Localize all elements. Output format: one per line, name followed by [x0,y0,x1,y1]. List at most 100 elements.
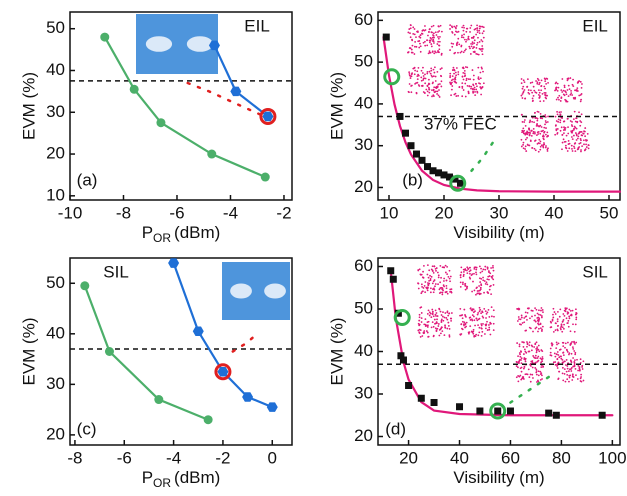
constellation-dot [547,82,549,84]
constellation-dot [576,313,578,315]
constellation-dot [580,138,582,140]
constellation-dot [466,78,468,80]
constellation-dot [544,114,546,116]
constellation-dot [580,374,582,376]
constellation-dot [418,85,420,87]
constellation-dot [423,75,425,77]
constellation-dot [522,127,524,129]
constellation-dot [580,142,582,144]
constellation-dot [518,308,520,310]
constellation-dot [428,321,430,323]
constellation-dot [556,99,558,101]
constellation-dot [561,134,563,136]
constellation-dot [408,91,410,93]
constellation-dot [470,43,472,45]
constellation-dot [578,111,580,113]
constellation-dot [561,331,563,333]
constellation-dot [469,273,471,275]
constellation-dot [534,315,536,317]
constellation-dot [543,100,545,102]
x-tick-label: -8 [67,448,82,467]
constellation-dot [568,140,570,142]
constellation-dot [432,312,434,314]
constellation-dot [454,34,456,36]
constellation-dot [557,318,559,320]
constellation-dot [535,355,537,357]
constellation-dot [576,87,578,89]
constellation-dot [489,322,491,324]
constellation-dot [530,327,532,329]
y-tick-label: 50 [46,273,65,292]
constellation-dot [573,135,575,137]
constellation-dot [433,289,435,291]
marker [397,113,404,120]
constellation-dot [472,83,474,85]
constellation-dot [433,90,435,92]
constellation-dot [437,36,439,38]
constellation-dot [581,366,583,368]
constellation-dot [478,82,480,84]
constellation-dot [411,85,413,87]
constellation-dot [566,378,568,380]
constellation-dot [436,312,438,314]
marker [80,281,89,290]
constellation-dot [576,139,578,141]
annotation: 37% FEC [424,114,497,133]
marker [267,402,278,412]
constellation-dot [439,265,441,267]
constellation-dot [438,89,440,91]
constellation-dot [432,265,434,267]
constellation-dot [562,345,564,347]
constellation-dot [537,118,539,120]
constellation-dot [426,73,428,75]
constellation-dot [478,285,480,287]
constellation-dot [567,133,569,135]
constellation-dot [556,111,558,113]
constellation-dot [545,122,547,124]
constellation-dot [426,286,428,288]
constellation-dot [571,361,573,363]
constellation-dot [541,85,543,87]
constellation-dot [420,77,422,79]
constellation-dot [572,310,574,312]
constellation-dot [569,377,571,379]
constellation-dot [536,370,538,372]
x-tick-label: 100 [598,448,626,467]
constellation-dot [476,286,478,288]
constellation-dot [521,315,523,317]
constellation-dot [465,48,467,50]
constellation-dot [475,294,477,296]
constellation-dot [571,341,573,343]
constellation-dot [477,290,479,292]
constellation-dot [484,333,486,335]
constellation-dot [424,318,426,320]
constellation-dot [565,342,567,344]
constellation-dot [432,37,434,39]
constellation-dot [482,279,484,281]
constellation-dot [516,376,518,378]
constellation-dot [542,311,544,313]
constellation-dot [542,356,544,358]
constellation-dot [543,142,545,144]
constellation-dot [468,92,470,94]
constellation-dot [485,317,487,319]
constellation-dot [529,121,531,123]
constellation-dot [520,379,522,381]
constellation-dot [490,334,492,336]
constellation-dot [440,86,442,88]
constellation-dot [477,324,479,326]
constellation-dot [491,315,493,317]
constellation-dot [566,359,568,361]
constellation-dot [557,87,559,89]
constellation-dot [542,366,544,368]
constellation-dot [523,341,525,343]
constellation-dot [477,37,479,39]
constellation-dot [569,77,571,79]
constellation-dot [413,67,415,69]
constellation-dot [558,378,560,380]
constellation-dot [445,265,447,267]
constellation-dot [477,334,479,336]
constellation-dot [483,82,485,84]
constellation-dot [475,53,477,55]
constellation-dot [521,130,523,132]
